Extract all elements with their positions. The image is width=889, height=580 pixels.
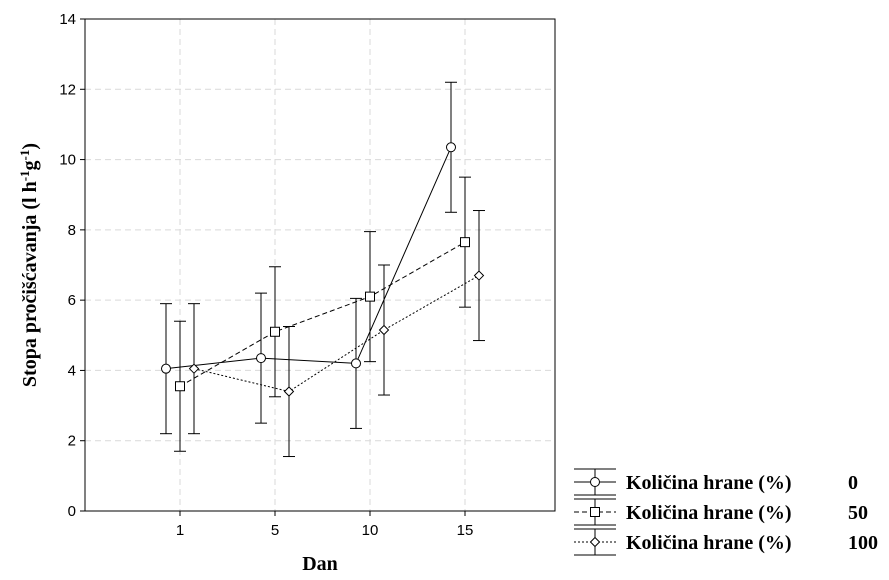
legend-series-name: Količina hrane (%) — [626, 502, 792, 524]
y-axis-title-end: ) — [19, 143, 41, 150]
data-point-square — [270, 326, 280, 337]
data-point-diamond — [473, 270, 485, 281]
legend-label: Količina hrane (%) 100 — [626, 532, 878, 554]
grid — [85, 19, 555, 511]
legend-label: Količina hrane (%) 0 — [626, 472, 858, 494]
data-point-circle — [256, 353, 266, 364]
series-0 — [160, 81, 457, 435]
y-axis-title-mid: g — [19, 160, 41, 170]
y-axis-title: Stopa pročišćavanja (l h-1g-1) — [17, 143, 41, 387]
data-point-square — [365, 291, 375, 302]
series-line — [179, 241, 466, 387]
y-tick-label: 4 — [68, 362, 76, 379]
legend-label: Količina hrane (%) 50 — [626, 502, 868, 524]
data-point-diamond — [378, 324, 390, 336]
data-point-diamond — [589, 536, 601, 548]
plot-frame — [84, 18, 556, 512]
x-tick-label: 1 — [176, 522, 184, 539]
legend-series-level: 100 — [848, 532, 878, 554]
legend-series-name: Količina hrane (%) — [626, 532, 792, 554]
series-50 — [174, 176, 471, 452]
y-tick-label: 14 — [59, 11, 76, 28]
y-axis-title-sup1: -1 — [17, 170, 32, 181]
y-tick-label: 2 — [68, 433, 76, 450]
y-axis-title-sup2: -1 — [17, 150, 32, 161]
data-point-circle — [161, 363, 171, 374]
series-line — [165, 147, 452, 370]
y-tick-label: 8 — [68, 222, 76, 239]
data-point-circle — [590, 477, 600, 487]
data-point-diamond — [188, 363, 200, 374]
data-point-square — [175, 381, 185, 392]
data-point-diamond — [283, 386, 295, 397]
series-100 — [188, 210, 485, 458]
x-axis-title: Dan — [302, 553, 338, 575]
data-point-circle — [446, 142, 456, 153]
y-tick-label: 12 — [59, 81, 76, 98]
x-tick-label: 10 — [362, 522, 379, 539]
y-tick-label: 0 — [68, 503, 76, 520]
legend-series-name: Količina hrane (%) — [626, 472, 792, 494]
legend-entry-100: Količina hrane (%) 100 — [574, 528, 878, 556]
legend-entry-0: Količina hrane (%) 0 — [574, 468, 858, 496]
y-tick-label: 6 — [68, 292, 76, 309]
data-point-circle — [351, 358, 361, 369]
y-tick-label: 10 — [59, 152, 76, 169]
legend-series-level: 50 — [848, 502, 868, 524]
series-group — [160, 81, 485, 458]
data-point-square — [460, 237, 470, 248]
legend-series-level: 0 — [848, 472, 858, 494]
legend-entry-50: Količina hrane (%) 50 — [574, 498, 868, 526]
x-tick-label: 5 — [271, 522, 279, 539]
x-tick-label: 15 — [457, 522, 474, 539]
series-line — [193, 275, 480, 393]
data-point-square — [590, 507, 600, 517]
